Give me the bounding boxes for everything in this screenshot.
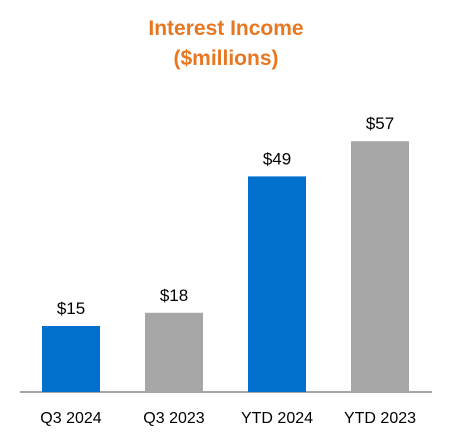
bar (248, 176, 306, 392)
chart-title: Interest Income (148, 17, 304, 40)
bar-value-label: $57 (366, 114, 394, 133)
x-tick-label: YTD 2024 (241, 410, 313, 427)
bar (42, 326, 100, 392)
x-tick-label: Q3 2024 (40, 410, 101, 427)
bar-value-label: $15 (57, 299, 85, 318)
bar-value-label: $49 (263, 149, 291, 168)
x-tick-label: Q3 2023 (143, 410, 204, 427)
x-tick-label: YTD 2023 (344, 410, 416, 427)
bar (145, 312, 203, 392)
bar (351, 141, 409, 392)
bar-value-label: $18 (160, 286, 188, 305)
chart-subtitle: ($millions) (173, 47, 279, 70)
